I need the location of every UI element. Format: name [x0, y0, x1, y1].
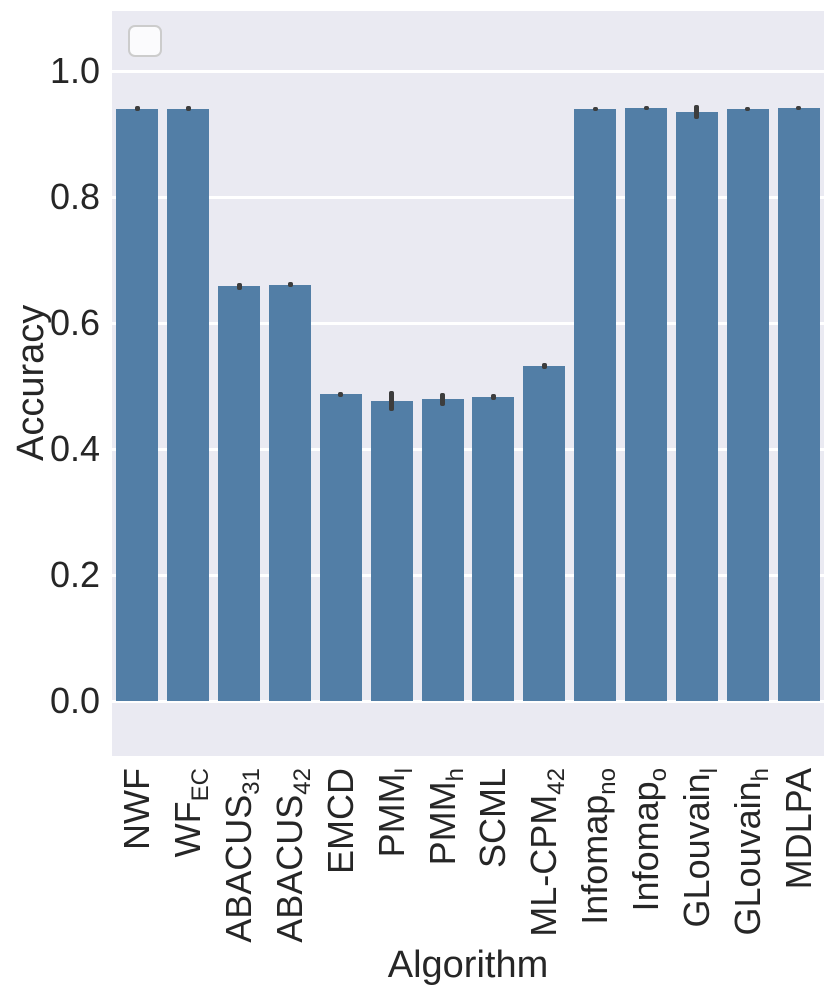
x-axis-title: Algorithm: [387, 944, 549, 986]
bar-SCML: [472, 396, 515, 701]
gridline: [112, 321, 824, 325]
error-bar: [643, 106, 649, 111]
y-tick-label: 0.2: [49, 554, 100, 595]
bar-GLouvainl: [675, 111, 718, 701]
y-tick-label: 0.0: [49, 680, 100, 721]
gridline: [112, 573, 824, 577]
gridline: [112, 195, 824, 199]
error-bar: [440, 392, 446, 406]
error-bar: [389, 391, 395, 412]
bar-WFEC: [167, 108, 210, 701]
bar-ABACUS42: [269, 284, 311, 701]
gridline: [112, 69, 824, 73]
bar-PMMh: [421, 399, 464, 701]
error-bar: [796, 106, 802, 111]
bar-Infomapno: [574, 108, 617, 701]
bar-ML-CPM42: [523, 365, 566, 701]
error-bar: [338, 391, 344, 397]
bar-GLouvainh: [726, 108, 769, 701]
gridline: [112, 447, 824, 451]
error-bar: [236, 283, 242, 290]
error-bar: [287, 282, 293, 288]
y-tick-label: 0.8: [49, 176, 100, 217]
bar-EMCD: [319, 394, 362, 701]
error-bar: [592, 106, 598, 111]
error-bar: [541, 362, 547, 369]
bar-PMMl: [370, 401, 413, 701]
error-bar: [745, 106, 751, 111]
error-bar: [134, 106, 140, 112]
y-axis-title: Accuracy: [10, 304, 52, 461]
bar-NWF: [116, 108, 159, 701]
bar-Infomapo: [625, 108, 667, 701]
plot-area: [112, 11, 824, 756]
legend-box: [128, 25, 162, 57]
error-bar: [185, 106, 191, 112]
y-tick-label: 0.6: [49, 302, 100, 343]
error-bar: [694, 105, 700, 119]
gridline: [112, 699, 824, 703]
y-tick-label: 0.4: [49, 428, 100, 469]
bar-MDLPA: [777, 108, 820, 701]
bar-ABACUS31: [218, 286, 261, 701]
error-bar: [490, 393, 496, 400]
y-tick-label: 1.0: [49, 50, 100, 91]
